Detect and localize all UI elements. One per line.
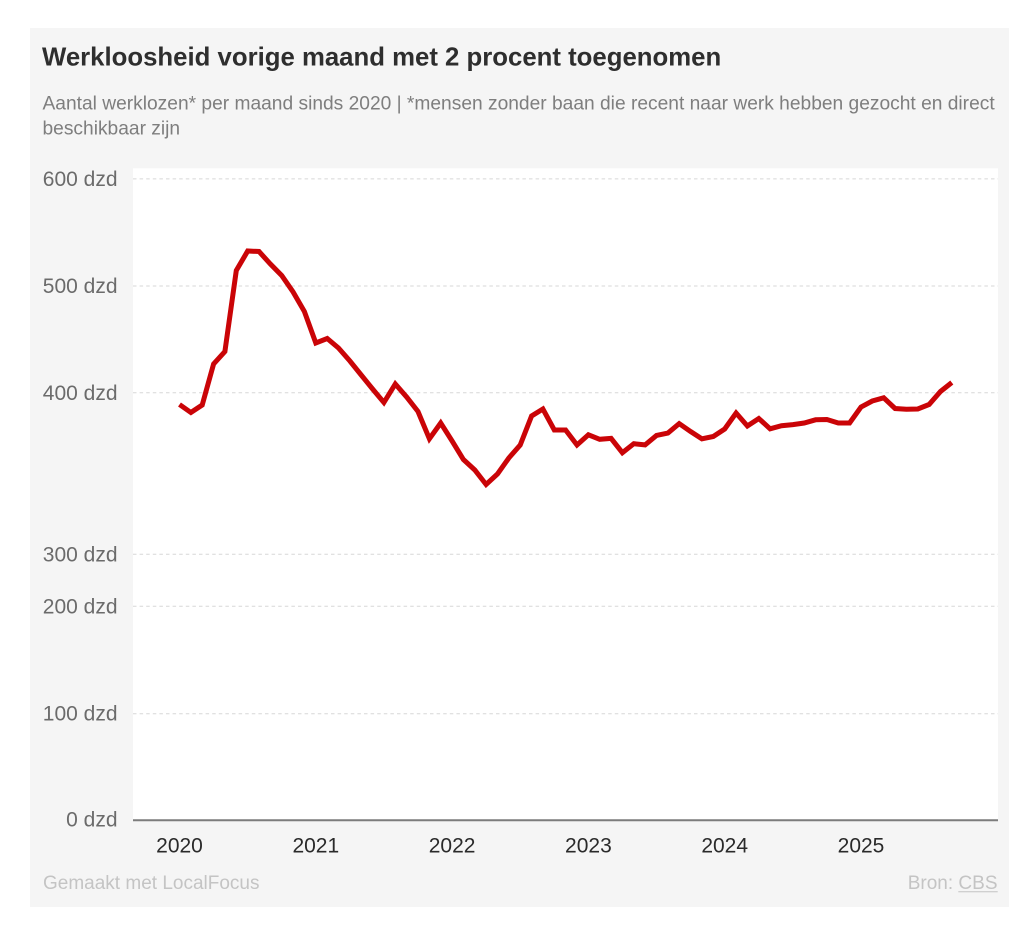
svg-text:Gemaakt met LocalFocus: Gemaakt met LocalFocus: [43, 873, 259, 894]
svg-text:2023: 2023: [565, 835, 612, 858]
svg-text:Werkloosheid vorige maand met: Werkloosheid vorige maand met 2 procent …: [42, 44, 721, 72]
svg-text:600 dzd: 600 dzd: [43, 168, 118, 191]
svg-text:beschikbaar zijn: beschikbaar zijn: [43, 118, 181, 139]
svg-text:500 dzd: 500 dzd: [43, 275, 118, 298]
svg-text:400 dzd: 400 dzd: [43, 382, 118, 405]
svg-text:0 dzd: 0 dzd: [66, 809, 117, 832]
svg-text:2024: 2024: [701, 835, 748, 858]
svg-text:2025: 2025: [838, 835, 885, 858]
svg-text:Bron: CBS: Bron: CBS: [908, 873, 998, 894]
svg-text:2022: 2022: [429, 835, 476, 858]
svg-text:2021: 2021: [292, 835, 339, 858]
svg-text:300 dzd: 300 dzd: [43, 543, 118, 566]
svg-text:Aantal werklozen* per maand si: Aantal werklozen* per maand sinds 2020 |…: [43, 93, 996, 114]
svg-text:100 dzd: 100 dzd: [43, 703, 118, 726]
svg-text:2020: 2020: [156, 835, 203, 858]
svg-text:200 dzd: 200 dzd: [43, 595, 118, 618]
